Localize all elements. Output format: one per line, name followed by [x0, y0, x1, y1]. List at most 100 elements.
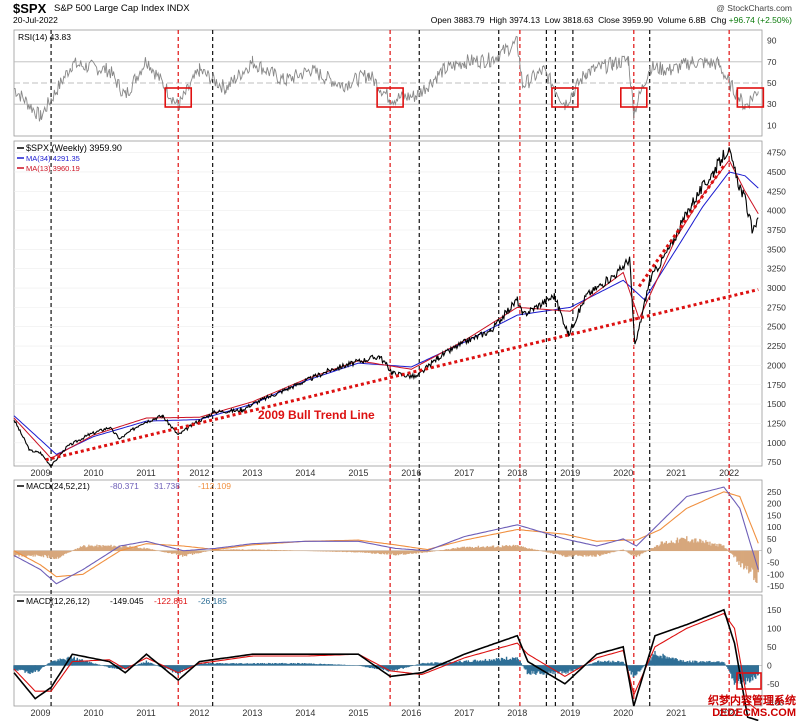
macd1-value-2: -112.109 — [198, 481, 231, 491]
macd1-hist-bar — [653, 546, 656, 552]
macd2-hist-bar — [514, 657, 517, 666]
macd2-hist-bar — [592, 662, 594, 666]
macd2-hist-bar — [93, 663, 96, 666]
macd2-hist-bar — [403, 665, 405, 668]
macd1-hist-bar — [416, 550, 419, 553]
macd2-hist-bar — [292, 663, 295, 666]
macd2-hist-bar — [395, 665, 397, 670]
macd1-tick-2: 150 — [767, 510, 781, 520]
macd1-hist-bar — [585, 550, 587, 557]
macd1-hist-bar — [654, 546, 657, 552]
macd2-hist-bar — [22, 665, 24, 670]
macd1-value-0: -80.371 — [110, 481, 139, 491]
macd1-hist-bar — [711, 543, 713, 552]
macd1-hist-bar — [545, 550, 548, 553]
macd1-hist-bar — [217, 549, 220, 552]
macd1-hist-bar — [745, 550, 747, 566]
price-tick-1: 4500 — [767, 167, 786, 177]
macd2-hist-bar — [140, 662, 143, 666]
macd2-hist-bar — [77, 660, 80, 666]
macd2-hist-bar — [498, 659, 501, 666]
macd1-hist-bar — [537, 550, 540, 552]
macd1-hist-bar — [660, 541, 662, 552]
macd1-hist-bar — [79, 546, 82, 552]
macd1-hist-bar — [146, 548, 149, 552]
panel-frame-3 — [13, 594, 763, 707]
macd1-hist-bar — [38, 550, 40, 556]
macd2-hist-bar — [75, 659, 77, 666]
macd1-hist-bar — [708, 544, 710, 552]
macd1-hist-bar — [550, 550, 553, 553]
macd1-hist-bar — [413, 550, 416, 553]
macd2-hist-bar — [296, 662, 299, 666]
macd1-hist-bar — [346, 550, 349, 553]
chg-value: +96.74 (+2.50%) — [728, 15, 792, 25]
macd2-hist-bar — [706, 661, 708, 666]
macd1-hist-bar — [502, 546, 505, 552]
macd1-hist-bar — [249, 549, 252, 552]
macd2-hist-bar — [15, 665, 17, 671]
macd2-hist-bar — [545, 665, 547, 674]
macd1-hist-bar — [68, 550, 71, 553]
low-label: Low — [544, 15, 561, 25]
macd1-hist-bar — [318, 550, 321, 552]
macd1-hist-bar — [535, 549, 538, 552]
macd2-hist-bar — [349, 665, 352, 666]
macd1-hist-bar — [134, 547, 136, 552]
macd1-hist-bar — [445, 549, 448, 552]
macd1-hist-bar — [469, 546, 472, 552]
macd1-hist-bar — [214, 549, 217, 552]
macd1-hist-bar — [140, 548, 142, 552]
macd1-hist-bar — [548, 550, 551, 553]
macd2-hist-bar — [188, 665, 190, 669]
macd1-hist-bar — [353, 550, 356, 553]
macd1-hist-bar — [182, 550, 185, 555]
macd2-hist-bar — [708, 660, 710, 666]
macd2-hist-bar — [370, 665, 373, 668]
macd2-hist-bar — [36, 665, 38, 671]
macd2-hist-bar — [231, 663, 234, 666]
macd1-hist-bar — [752, 550, 754, 570]
macd1-hist-bar — [244, 549, 247, 552]
macd1-hist-bar — [622, 549, 624, 552]
macd2-hist-bar — [562, 665, 564, 672]
macd2-hist-bar — [391, 665, 393, 671]
macd2-hist-bar — [223, 663, 226, 666]
macd1-hist-bar — [222, 549, 225, 552]
macd1-hist-bar — [374, 550, 377, 554]
macd1-hist-bar — [486, 545, 489, 552]
macd1-hist-bar — [161, 550, 164, 552]
macd1-hist-bar — [600, 550, 602, 556]
macd1-hist-bar — [123, 545, 125, 552]
macd1-hist-bar — [722, 545, 724, 552]
macd2-hist-bar — [476, 660, 479, 666]
macd1-hist-bar — [119, 546, 121, 552]
macd2-hist-bar — [360, 665, 363, 667]
macd2-hist-bar — [414, 664, 416, 666]
macd2-hist-bar — [61, 659, 63, 666]
macd2-hist-bar — [330, 664, 333, 666]
macd2-hist-bar — [387, 665, 390, 672]
macd1-hist-bar — [677, 542, 680, 552]
macd1-hist-bar — [463, 546, 465, 552]
macd1-hist-bar — [239, 549, 242, 552]
macd2-hist-bar — [599, 662, 601, 666]
macd2-hist-bar — [33, 665, 35, 671]
macd1-hist-bar — [398, 550, 401, 555]
macd1-tick-3: 100 — [767, 522, 781, 532]
x-tick-1: 2010 — [83, 468, 103, 478]
macd1-hist-bar — [408, 550, 411, 554]
macd1-hist-bar — [363, 550, 366, 553]
macd2-hist-bar — [596, 662, 598, 666]
macd2-hist-bar — [209, 663, 212, 666]
macd2-hist-bar — [329, 664, 332, 666]
macd1-hist-bar — [154, 550, 157, 552]
macd2-hist-bar — [629, 665, 631, 671]
macd1-hist-bar — [460, 547, 463, 552]
macd2-hist-bar — [310, 663, 313, 666]
macd2-hist-bar — [661, 658, 663, 666]
macd1-hist-bar — [30, 550, 32, 556]
macd2-hist-bar — [47, 663, 49, 666]
macd1-hist-bar — [99, 545, 101, 552]
macd1-hist-bar — [514, 545, 517, 552]
